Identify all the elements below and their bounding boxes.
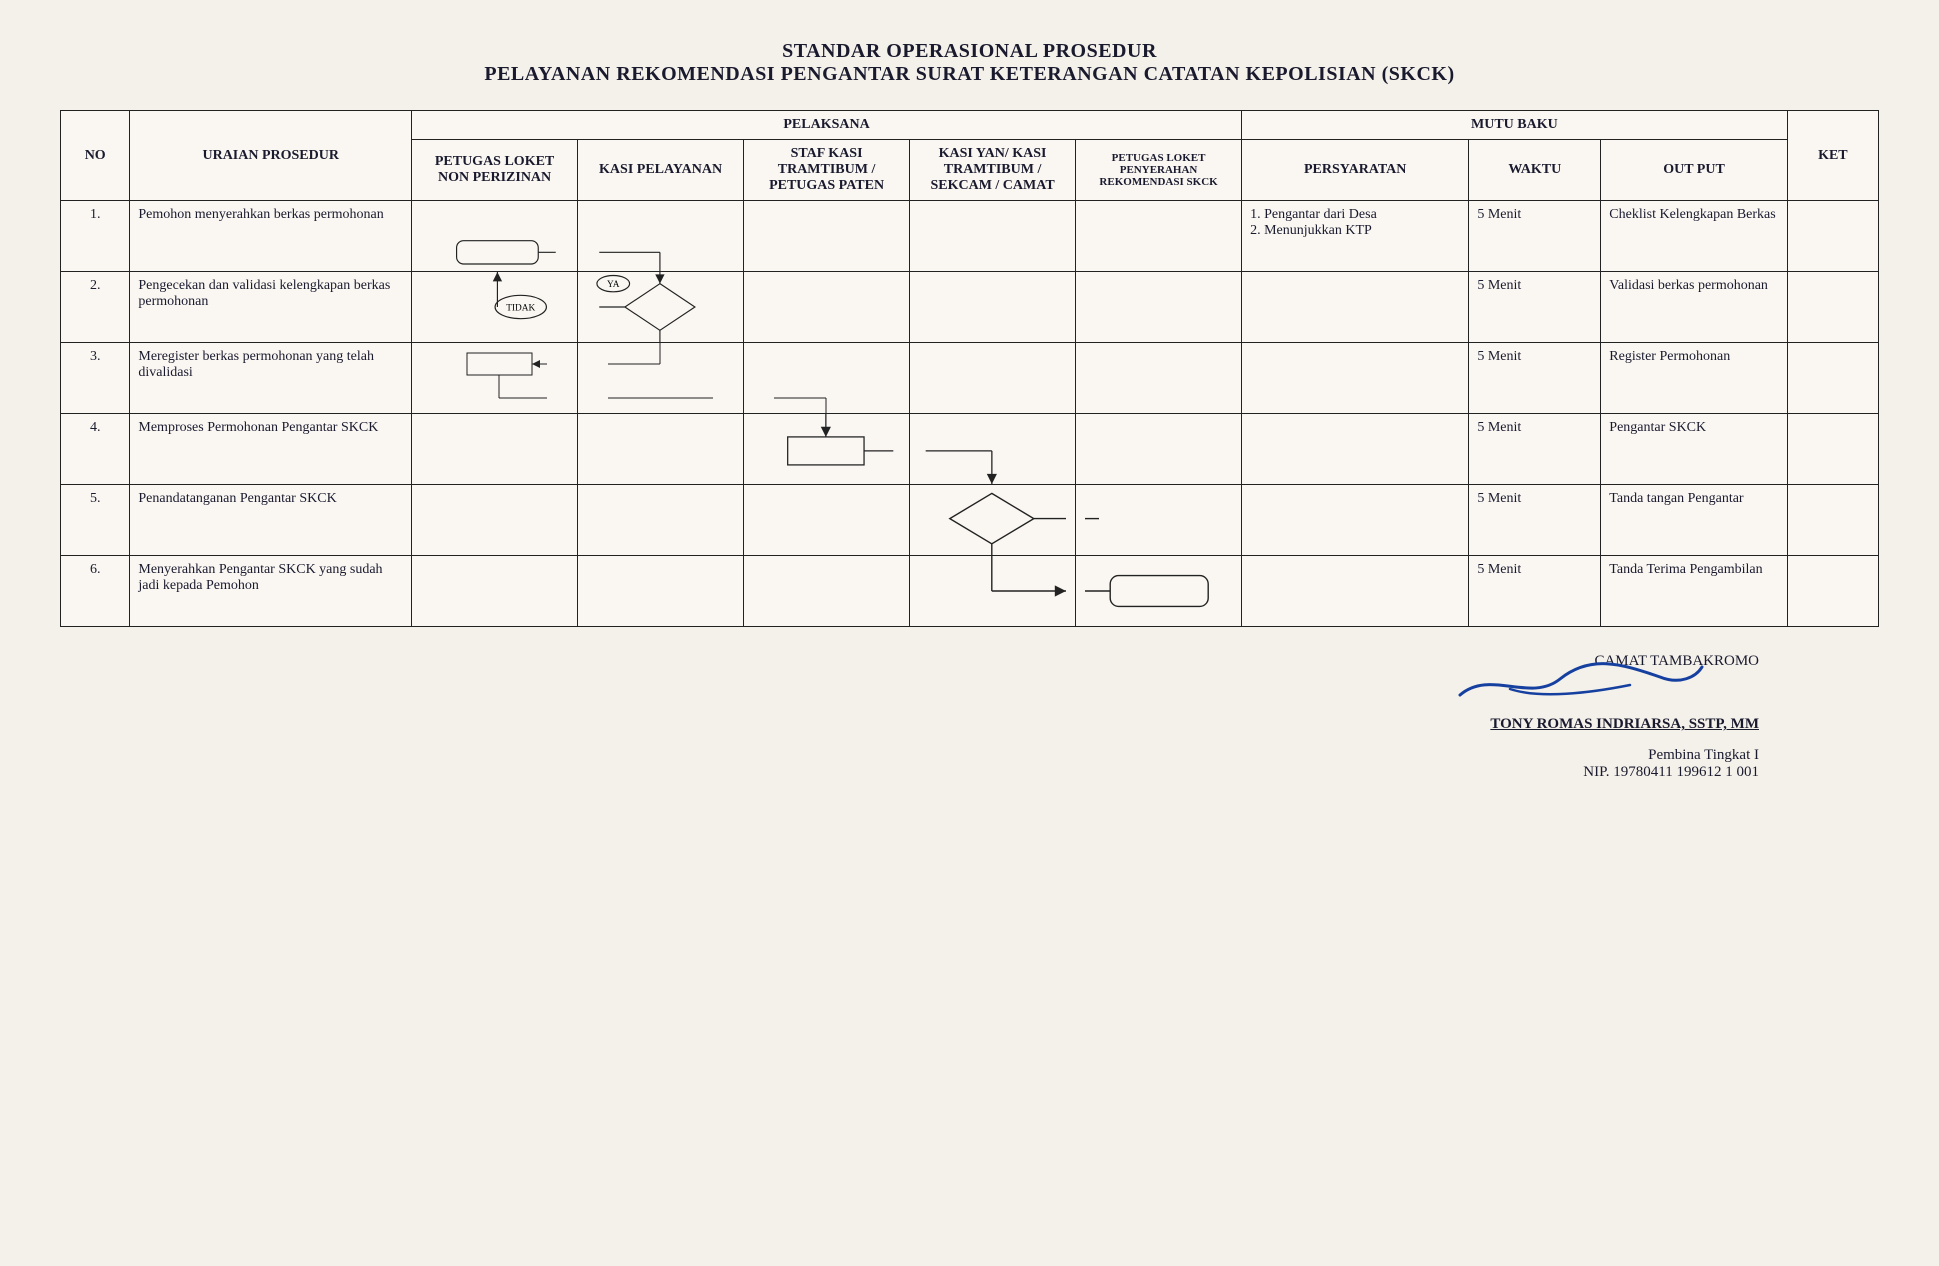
- flow-cell: [910, 556, 1076, 627]
- sop-table: NO URAIAN PROSEDUR PELAKSANA MUTU BAKU K…: [60, 110, 1879, 627]
- signature-nip: NIP. 19780411 199612 1 001: [60, 764, 1759, 781]
- signature-rank: Pembina Tingkat I: [60, 747, 1759, 764]
- flow-cell: [578, 343, 744, 414]
- cell-no: 1.: [61, 201, 130, 272]
- cell-waktu: 5 Menit: [1469, 201, 1601, 272]
- cell-uraian: Menyerahkan Pengantar SKCK yang sudah ja…: [130, 556, 412, 627]
- th-ket: KET: [1787, 111, 1878, 201]
- table-row: 6. Menyerahkan Pengantar SKCK yang sudah…: [61, 556, 1879, 627]
- cell-waktu: 5 Menit: [1469, 343, 1601, 414]
- flow-cell: TIDAK: [412, 272, 578, 343]
- title-block: STANDAR OPERASIONAL PROSEDUR PELAYANAN R…: [60, 40, 1879, 86]
- th-pel4: KASI YAN/ KASI TRAMTIBUM / SEKCAM / CAMA…: [910, 140, 1076, 201]
- flow-cell: [910, 414, 1076, 485]
- th-pel2: KASI PELAYANAN: [578, 140, 744, 201]
- cell-uraian: Pengecekan dan validasi kelengkapan berk…: [130, 272, 412, 343]
- cell-persyaratan: 1. Pengantar dari Desa 2. Menunjukkan KT…: [1242, 201, 1469, 272]
- cell-no: 6.: [61, 556, 130, 627]
- label-tidak: TIDAK: [506, 304, 535, 314]
- signature-name: TONY ROMAS INDRIARSA, SSTP, MM: [1490, 716, 1759, 733]
- cell-no: 5.: [61, 485, 130, 556]
- cell-output: Tanda tangan Pengantar: [1601, 485, 1787, 556]
- cell-output: Tanda Terima Pengambilan: [1601, 556, 1787, 627]
- cell-uraian: Meregister berkas permohonan yang telah …: [130, 343, 412, 414]
- cell-uraian: Pemohon menyerahkan berkas permohonan: [130, 201, 412, 272]
- cell-output: Validasi berkas permohonan: [1601, 272, 1787, 343]
- flow-cell: [910, 485, 1076, 556]
- title-line-2: PELAYANAN REKOMENDASI PENGANTAR SURAT KE…: [60, 63, 1879, 86]
- cell-waktu: 5 Menit: [1469, 272, 1601, 343]
- table-row: 2. Pengecekan dan validasi kelengkapan b…: [61, 272, 1879, 343]
- th-pel5: PETUGAS LOKET PENYERAHAN REKOMENDASI SKC…: [1076, 140, 1242, 201]
- flow-cell: [578, 201, 744, 272]
- th-waktu: WAKTU: [1469, 140, 1601, 201]
- cell-waktu: 5 Menit: [1469, 556, 1601, 627]
- th-output: OUT PUT: [1601, 140, 1787, 201]
- cell-waktu: 5 Menit: [1469, 485, 1601, 556]
- table-row: 1. Pemohon menyerahkan berkas permohonan…: [61, 201, 1879, 272]
- cell-output: Register Permohonan: [1601, 343, 1787, 414]
- th-mutubaku: MUTU BAKU: [1242, 111, 1788, 140]
- cell-no: 4.: [61, 414, 130, 485]
- cell-waktu: 5 Menit: [1469, 414, 1601, 485]
- th-no: NO: [61, 111, 130, 201]
- cell-no: 3.: [61, 343, 130, 414]
- flow-cell: [412, 343, 578, 414]
- cell-uraian: Penandatanganan Pengantar SKCK: [130, 485, 412, 556]
- table-row: 4. Memproses Permohonan Pengantar SKCK: [61, 414, 1879, 485]
- title-line-1: STANDAR OPERASIONAL PROSEDUR: [60, 40, 1879, 63]
- signature-block: CAMAT TAMBAKROMO TONY ROMAS INDRIARSA, S…: [60, 653, 1879, 781]
- cell-output: Pengantar SKCK: [1601, 414, 1787, 485]
- table-row: 5. Penandatanganan Pengantar SKCK 5 Meni…: [61, 485, 1879, 556]
- flow-cell: [744, 343, 910, 414]
- flow-cell: [1076, 485, 1242, 556]
- flow-cell: [412, 201, 578, 272]
- flow-cell: [1076, 556, 1242, 627]
- label-ya: YA: [607, 280, 620, 290]
- flow-cell: YA: [578, 272, 744, 343]
- cell-no: 2.: [61, 272, 130, 343]
- cell-uraian: Memproses Permohonan Pengantar SKCK: [130, 414, 412, 485]
- flow-cell: [744, 414, 910, 485]
- table-row: 3. Meregister berkas permohonan yang tel…: [61, 343, 1879, 414]
- th-pel1: PETUGAS LOKET NON PERIZINAN: [412, 140, 578, 201]
- flow-start-box: [412, 201, 577, 271]
- th-persyaratan: PERSYARATAN: [1242, 140, 1469, 201]
- cell-output: Cheklist Kelengkapan Berkas: [1601, 201, 1787, 272]
- th-uraian: URAIAN PROSEDUR: [130, 111, 412, 201]
- signature-icon: [1450, 659, 1710, 705]
- th-pel3: STAF KASI TRAMTIBUM / PETUGAS PATEN: [744, 140, 910, 201]
- th-pelaksana: PELAKSANA: [412, 111, 1242, 140]
